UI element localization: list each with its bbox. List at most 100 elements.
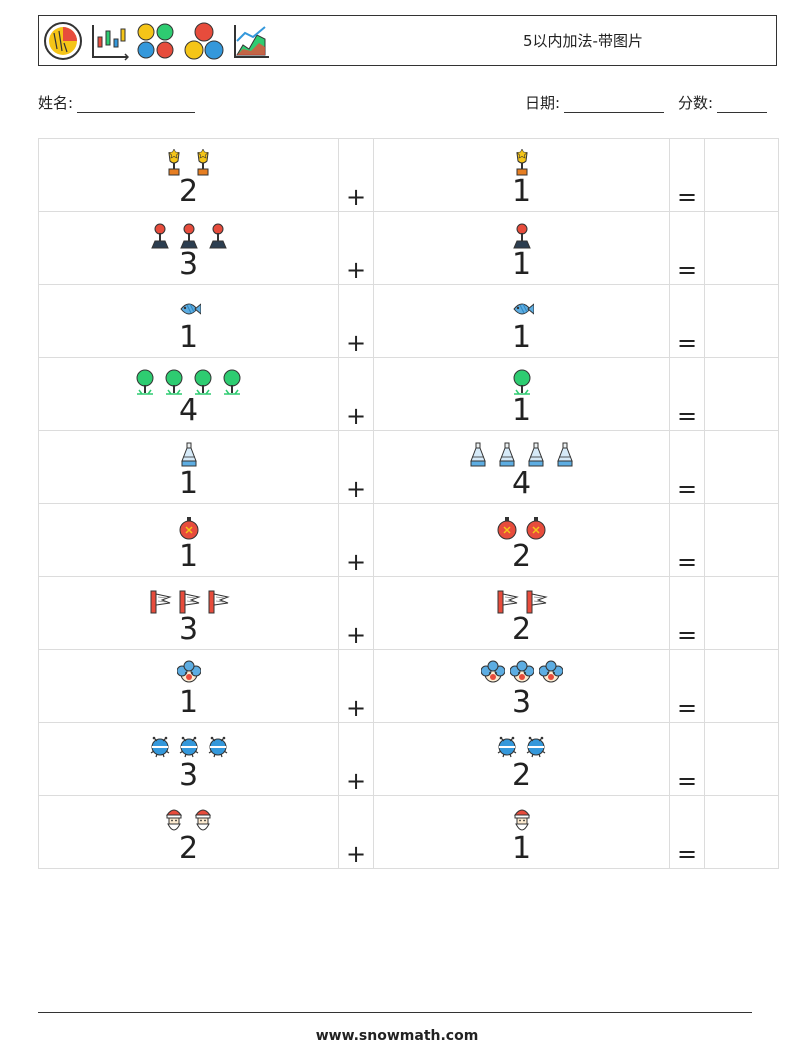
addend-b-cell: 1 — [373, 211, 670, 285]
problem-row: 4 +1 = — [38, 357, 779, 431]
problem-row: 3 +2 = — [38, 722, 779, 796]
name-blank[interactable] — [77, 96, 196, 113]
fish-icon — [179, 303, 201, 315]
addend-b-pictures — [374, 368, 669, 396]
addend-b-value: 2 — [511, 758, 532, 793]
santa-icon — [166, 809, 182, 831]
answer-cell[interactable] — [704, 576, 779, 650]
addend-b-cell: 1 — [373, 138, 670, 212]
equals-sign: = — [669, 284, 705, 358]
plus-sign: + — [338, 284, 374, 358]
addend-a-cell: 3 — [38, 576, 339, 650]
problem-table: 2 +1 = 3 +1 = 1 +1 = 4 +1 = 1 +4 = 1 +2 = 3 +2 = 1 +3 = 3 +2 = 2 +1 = — [38, 138, 779, 869]
score-field[interactable]: 分数: — [678, 92, 768, 113]
addend-a-value: 4 — [178, 393, 199, 428]
addend-b-pictures — [374, 222, 669, 250]
joystick-icon — [208, 223, 227, 249]
addend-a-pictures — [39, 660, 338, 688]
addend-a-cell: 2 — [38, 138, 339, 212]
addend-a-cell: 1 — [38, 430, 339, 504]
name-field[interactable]: 姓名: — [38, 92, 196, 113]
equals-sign: = — [669, 357, 705, 431]
addend-b-value: 2 — [511, 539, 532, 574]
addend-a-pictures — [39, 806, 338, 834]
ornament-icon — [526, 517, 546, 540]
addend-a-pictures — [39, 368, 338, 396]
santa-icon — [195, 809, 211, 831]
addend-b-pictures — [374, 295, 669, 323]
potion-bottle-icon — [557, 442, 573, 467]
addend-b-cell: 3 — [373, 649, 670, 723]
answer-cell[interactable] — [704, 211, 779, 285]
joystick-icon — [512, 223, 531, 249]
addend-a-pictures — [39, 514, 338, 542]
answer-cell[interactable] — [704, 503, 779, 577]
addend-b-cell: 1 — [373, 357, 670, 431]
addend-a-pictures — [39, 295, 338, 323]
answer-cell[interactable] — [704, 722, 779, 796]
addend-b-cell: 2 — [373, 722, 670, 796]
plus-sign: + — [338, 722, 374, 796]
plus-sign: + — [338, 211, 374, 285]
answer-cell[interactable] — [704, 795, 779, 869]
potion-bottle-icon — [528, 442, 544, 467]
problem-row: 3 +1 = — [38, 211, 779, 285]
answer-cell[interactable] — [704, 649, 779, 723]
tree-icon — [165, 369, 183, 395]
trophy-icon — [197, 149, 209, 176]
date-blank[interactable] — [564, 96, 665, 113]
addend-a-pictures — [39, 441, 338, 469]
clown-icon — [538, 660, 563, 683]
answer-cell[interactable] — [704, 138, 779, 212]
score-blank[interactable] — [717, 96, 768, 113]
addend-b-cell: 2 — [373, 576, 670, 650]
candlestick-chart-icon — [92, 25, 129, 61]
potion-bottle-icon — [470, 442, 486, 467]
flag-icon — [526, 590, 548, 614]
pie-chart-icon — [44, 22, 82, 60]
addend-a-cell: 4 — [38, 357, 339, 431]
bug-icon — [208, 736, 227, 758]
fish-icon — [512, 303, 534, 315]
joystick-icon — [150, 223, 169, 249]
problem-row: 2 +1 = — [38, 795, 779, 869]
tree-icon — [513, 369, 530, 395]
plus-sign: + — [338, 430, 374, 504]
equals-sign: = — [669, 503, 705, 577]
worksheet-header: 5以内加法-带图片 — [38, 15, 777, 66]
addend-b-value: 1 — [511, 831, 532, 866]
addend-b-value: 1 — [511, 247, 532, 282]
answer-cell[interactable] — [704, 357, 779, 431]
equals-sign: = — [669, 430, 705, 504]
addend-b-pictures — [374, 806, 669, 834]
addend-b-cell: 4 — [373, 430, 670, 504]
problem-row: 2 +1 = — [38, 138, 779, 212]
equals-sign: = — [669, 722, 705, 796]
problem-row: 1 +3 = — [38, 649, 779, 723]
date-label: 日期: — [525, 94, 561, 112]
addend-b-pictures — [374, 660, 669, 688]
tree-icon — [194, 369, 212, 395]
header-icons — [43, 20, 271, 62]
equals-sign: = — [669, 138, 705, 212]
number-circles-icon — [184, 22, 224, 60]
bug-icon — [497, 736, 517, 758]
answer-cell[interactable] — [704, 284, 779, 358]
bug-icon — [150, 736, 169, 758]
worksheet-title: 5以内加法-带图片 — [523, 32, 643, 50]
addend-b-pictures — [374, 587, 669, 615]
ornament-icon — [497, 517, 517, 540]
clown-icon — [176, 660, 201, 683]
addend-a-value: 1 — [178, 320, 199, 355]
clown-icon — [480, 660, 505, 683]
addend-a-cell: 1 — [38, 503, 339, 577]
answer-cell[interactable] — [704, 430, 779, 504]
plus-sign: + — [338, 357, 374, 431]
bug-icon — [179, 736, 198, 758]
potion-bottle-icon — [499, 442, 515, 467]
score-label: 分数: — [678, 94, 714, 112]
flag-icon — [208, 590, 230, 614]
addend-b-value: 3 — [511, 685, 532, 720]
joystick-icon — [179, 223, 198, 249]
date-field[interactable]: 日期: — [525, 92, 665, 113]
